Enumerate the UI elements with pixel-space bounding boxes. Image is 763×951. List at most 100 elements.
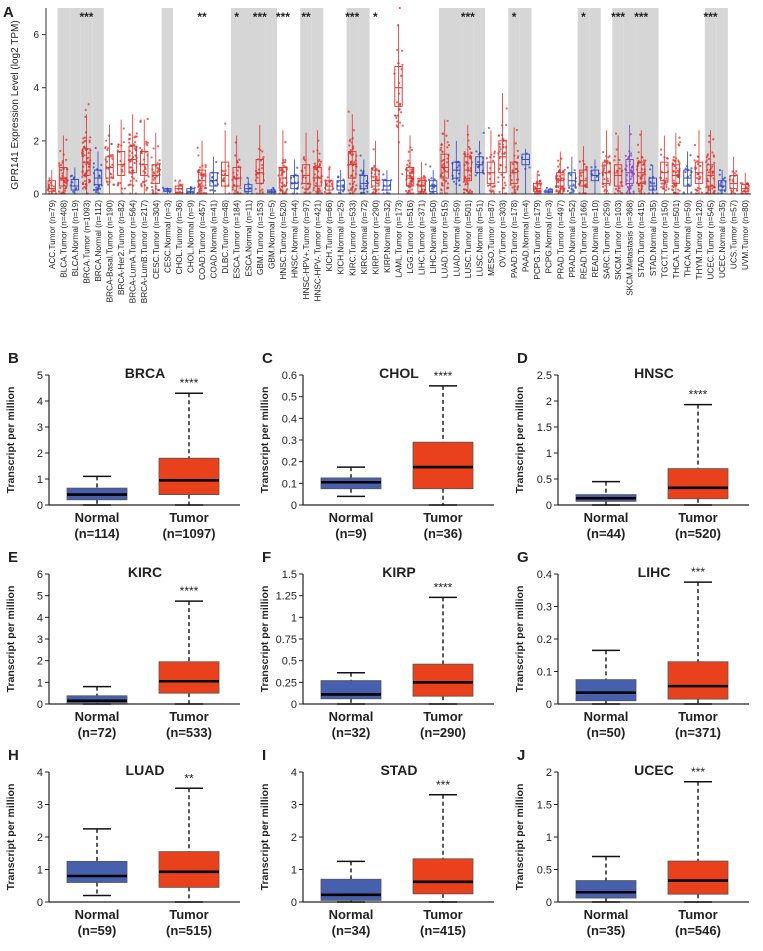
- y-tick-label: 1.5: [537, 422, 552, 434]
- panel-a-point: [140, 149, 144, 152]
- panel-a-point: [145, 140, 148, 143]
- panel-a-point: [442, 162, 445, 166]
- panel-a-point: [504, 184, 507, 187]
- y-tick-label: 3: [291, 800, 297, 812]
- panel-a-category-label: MESO.Tumor (n=87): [487, 200, 496, 276]
- group-count: (n=515): [166, 923, 212, 938]
- panel-a-category-label: STAD.Tumor (n=415): [637, 200, 646, 278]
- panel-a-point: [301, 186, 304, 189]
- panel-a-point: [122, 127, 125, 130]
- y-tick-label: 0.6: [282, 370, 297, 382]
- y-axis-label: Transcript per million: [5, 586, 17, 693]
- box-normal: [66, 695, 128, 704]
- panel-a-point: [441, 132, 444, 135]
- panel-a-shade: [623, 8, 636, 194]
- panel-a-point: [410, 188, 414, 191]
- panel-a-point: [329, 191, 332, 194]
- panel-a-category-label: LUSC.Tumor (n=501): [464, 200, 473, 278]
- group-count: (n=533): [166, 725, 212, 740]
- panel-a-point: [699, 187, 702, 190]
- panel-a-point: [395, 101, 399, 104]
- panel-a-point: [132, 177, 136, 180]
- panel-a-shade: [346, 8, 359, 194]
- panel-a-point: [614, 188, 618, 191]
- panel-a-point: [549, 187, 552, 190]
- panel-a-point: [401, 49, 404, 52]
- box-tumor: [412, 441, 474, 490]
- group-count: (n=50): [587, 725, 626, 740]
- panel-a-point: [111, 154, 114, 157]
- panel-a-point: [57, 190, 61, 193]
- panel-a-point: [231, 186, 234, 189]
- panel-a-box: [405, 166, 415, 187]
- panel-a-point: [608, 155, 611, 158]
- panel-a-point: [279, 187, 282, 191]
- panel-a-point: [382, 173, 385, 176]
- panel-a-box: [244, 184, 253, 192]
- panel-a-point: [375, 175, 378, 178]
- panel-a-point: [730, 190, 734, 193]
- panel-a-box: [186, 188, 195, 194]
- group-label: Tumor: [423, 907, 462, 922]
- panel-a-point: [696, 189, 699, 192]
- panel-a-point: [695, 177, 699, 180]
- panel-a-point: [491, 185, 494, 188]
- panel-a-significance: **: [197, 10, 207, 24]
- panel-a-point: [406, 191, 409, 194]
- y-tick-label: 0: [546, 500, 552, 512]
- panel-a-point: [707, 157, 710, 161]
- y-tick-label: 1: [37, 677, 43, 689]
- panel-a-category-label: CHOL.Normal (n=9): [186, 200, 195, 273]
- group-label: Tumor: [169, 907, 208, 922]
- panel-a-point: [121, 187, 124, 190]
- panel-a-category-label: READ.Tumor (n=166): [579, 200, 588, 279]
- y-tick-label: 6: [37, 569, 43, 581]
- panel-a-point: [711, 187, 714, 190]
- panel-a-significance: *: [234, 10, 239, 24]
- panel-a-point: [528, 166, 531, 169]
- y-tick-label: 0: [37, 500, 43, 512]
- panel-a-point: [678, 136, 681, 139]
- panel-a-point: [128, 141, 131, 144]
- y-tick-label: 2: [546, 396, 552, 408]
- panel-a-ytick-label: 6: [33, 30, 39, 41]
- panel-a-point: [604, 184, 607, 187]
- panel-a-point: [63, 189, 67, 193]
- panel-a-point: [404, 189, 408, 193]
- panel-a-point: [503, 181, 506, 184]
- panel-a-point: [89, 136, 92, 139]
- panel-a-point: [469, 189, 472, 192]
- panel-a-point: [150, 185, 154, 189]
- box-normal: [320, 878, 382, 901]
- panel-a-point: [671, 162, 674, 165]
- panel-a-box: [325, 180, 334, 191]
- chart-title: CHOL: [379, 365, 419, 381]
- panel-a-box: [140, 151, 149, 176]
- panel-a-shade: [311, 8, 324, 194]
- panel-a-point: [49, 181, 52, 184]
- panel-a-point: [679, 141, 682, 144]
- panel-a-point: [116, 149, 119, 152]
- panel-a-point: [690, 167, 693, 170]
- panel-a-category-label: PRAD.Normal (n=52): [568, 200, 577, 278]
- significance-label: ***: [691, 565, 705, 579]
- panel-a-category-label: HNSC-HPV-.Tumor (n=421): [314, 200, 323, 302]
- panel-a-point: [410, 148, 414, 151]
- panel-a-point: [536, 170, 540, 173]
- y-tick-label: 0: [546, 699, 552, 711]
- group-label: Tumor: [423, 709, 462, 724]
- panel-a-point: [104, 145, 107, 148]
- panel-a-point: [355, 184, 358, 187]
- panel-a-point: [445, 179, 448, 182]
- panel-a-box: [290, 174, 299, 190]
- panel-a-point: [446, 182, 450, 185]
- box-tumor: [158, 661, 220, 694]
- panel-a-point: [106, 183, 110, 186]
- panel-a-point: [637, 151, 640, 154]
- panel-a-point: [65, 158, 68, 161]
- panel-a-point: [510, 178, 513, 182]
- panel-a-significance: ***: [345, 10, 359, 24]
- panel-a-box: [359, 174, 368, 190]
